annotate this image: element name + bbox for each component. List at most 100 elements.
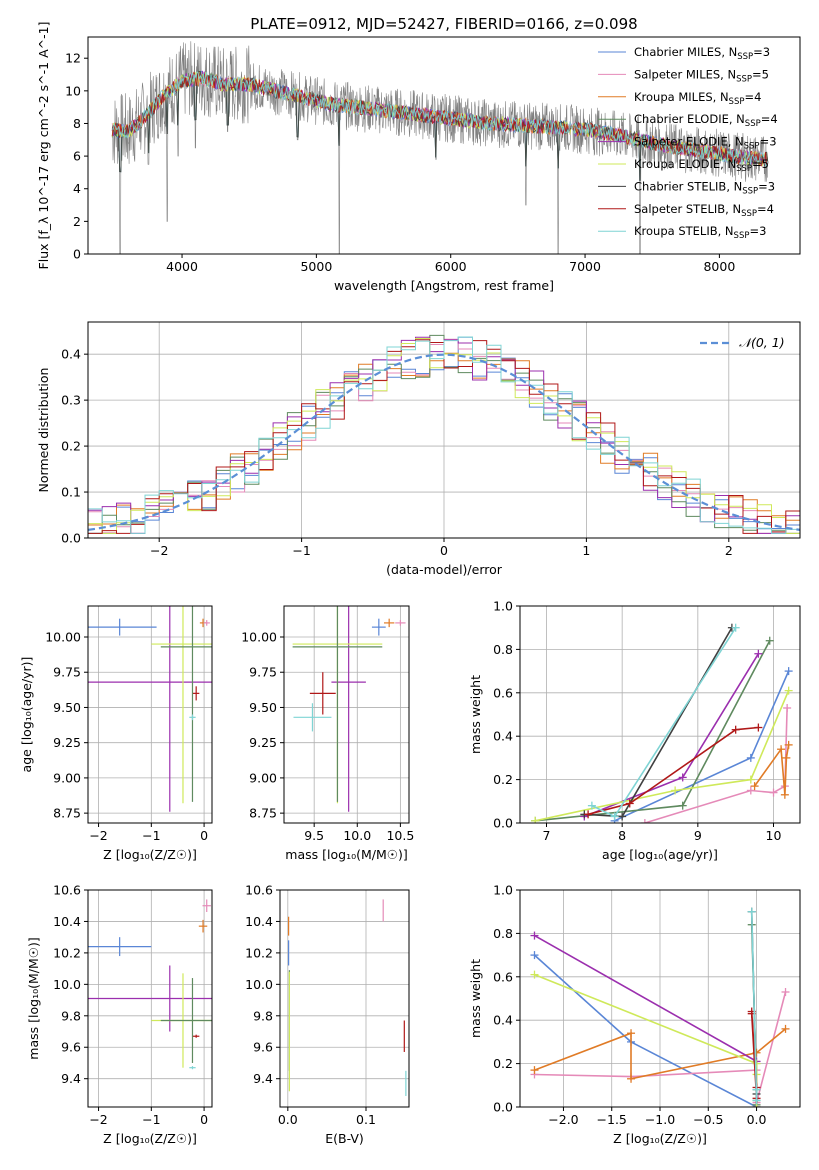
- panel-spectrum: 4000 5000 6000 7000 8000 0 2 4 6 8 10 12 wavelength …: [36, 22, 801, 293]
- y-tick-label: 9.25: [53, 735, 81, 750]
- x-tick-label: 2: [725, 543, 733, 558]
- x-tick-label: 0.0: [278, 1112, 298, 1127]
- y-axis-label: mass weight: [468, 959, 483, 1038]
- y-tick-label: 2: [73, 214, 81, 229]
- plot-area: [88, 606, 212, 812]
- x-tick-label: 5000: [300, 259, 332, 274]
- plot-area: [88, 334, 800, 534]
- y-tick-label: 9.4: [61, 1071, 81, 1086]
- x-axis-label: mass [log₁₀(M/M☉)]: [285, 847, 407, 862]
- legend-label: Salpeter ELODIE, NSSP=3: [634, 135, 777, 152]
- y-tick-label: 0.8: [493, 642, 513, 657]
- plot-area: [292, 606, 406, 812]
- panel-mass-vs-z: −2 −1 0 9.4 9.6 9.8 10.0 10.2 10.4 10.6 Z [log₁₀(Z…: [26, 883, 213, 1146]
- y-tick-label: 0.3: [61, 393, 81, 408]
- weight-line-chabrier_stelib: [584, 627, 733, 818]
- y-axis-label: mass [log₁₀(M/M☉)]: [26, 937, 41, 1059]
- y-tick-label: 9.75: [249, 665, 277, 680]
- weight-line-chabrier_miles: [533, 954, 757, 1107]
- x-axis-label: E(B-V): [325, 1131, 364, 1146]
- x-tick-label: −1.5: [597, 1112, 627, 1127]
- y-tick-label: 10.00: [241, 630, 277, 645]
- x-axis-label: age [log₁₀(age/yr)]: [602, 847, 718, 862]
- x-tick-label: 7000: [569, 259, 601, 274]
- y-tick-label: 0.8: [493, 926, 513, 941]
- plot-area: [530, 907, 790, 1107]
- model-spectrum-salpeter_stelib: [111, 71, 769, 167]
- x-tick-label: 0: [440, 543, 448, 558]
- y-tick-label: 9.50: [249, 700, 277, 715]
- weight-line-kroupa_miles: [753, 744, 790, 795]
- y-tick-label: 0.4: [493, 1013, 513, 1028]
- y-tick-label: 10.0: [245, 977, 273, 992]
- weight-line-kroupa_elodie: [534, 690, 790, 822]
- y-tick-label: 9.00: [249, 770, 277, 785]
- y-tick-label: 10.2: [245, 945, 273, 960]
- x-tick-label: −1: [142, 1112, 160, 1127]
- weight-line-salpeter_elodie: [534, 934, 758, 1107]
- y-tick-label: 0.6: [493, 969, 513, 984]
- x-tick-label: 10: [766, 828, 782, 843]
- panel-age-vs-mass: 9.5 10.0 10.5 8.75 9.00 9.25 9.50 9.75 10.00 mass…: [241, 605, 414, 862]
- axes-frame: [87, 605, 213, 824]
- x-tick-label: −1.0: [645, 1112, 675, 1127]
- x-tick-label: 1: [582, 543, 590, 558]
- axes-frame: [519, 605, 801, 824]
- x-axis-label: wavelength [Angstrom, rest frame]: [334, 278, 554, 293]
- x-tick-label: 10.5: [386, 828, 414, 843]
- y-tick-label: 0.2: [61, 439, 81, 454]
- legend-label: Chabrier STELIB, NSSP=3: [634, 179, 775, 196]
- y-tick-label: 10.6: [53, 883, 81, 898]
- x-tick-label: 0.1: [356, 1112, 376, 1127]
- y-tick-label: 9.75: [53, 665, 81, 680]
- plot-area: [88, 899, 212, 1070]
- y-axis-label: age [log₁₀(age/yr)]: [19, 657, 34, 773]
- x-axis-label: Z [log₁₀(Z/Z☉)]: [103, 847, 197, 862]
- x-tick-label: 10.0: [343, 828, 371, 843]
- y-tick-label: 10.00: [45, 630, 81, 645]
- figure-title: PLATE=0912, MJD=52427, FIBERID=0166, z=0…: [250, 15, 637, 33]
- y-tick-label: 0.2: [493, 772, 513, 787]
- x-tick-label: 0: [200, 1112, 208, 1127]
- x-axis-label: (data-model)/error: [386, 562, 503, 577]
- y-tick-label: 4: [73, 181, 81, 196]
- x-tick-label: 8000: [703, 259, 735, 274]
- legend-label: 𝒩(0, 1): [739, 335, 785, 350]
- panel-weight-vs-z: −2.0 −1.5 −1.0 −0.5 0.0 0.0 0.2 0.4 0.6 0.8 1.0 Z […: [468, 883, 801, 1146]
- weight-line-kroupa_stelib: [591, 627, 737, 818]
- axes-frame: [87, 889, 213, 1108]
- y-tick-label: 0.0: [493, 1100, 513, 1115]
- x-tick-label: −2: [150, 543, 168, 558]
- y-tick-label: 10: [65, 83, 81, 98]
- panel-age-vs-z: −2 −1 0 8.75 9.00 9.25 9.50 9.75 10.00 Z [log₁₀(Z…: [19, 605, 213, 862]
- y-axis-label: Normed distribution: [36, 368, 51, 493]
- x-tick-label: 9: [694, 828, 702, 843]
- x-tick-label: −1: [292, 543, 310, 558]
- x-tick-label: 4000: [166, 259, 198, 274]
- y-tick-label: 0.1: [61, 485, 81, 500]
- axes-frame: [87, 36, 801, 255]
- observed-spectrum-line: [111, 41, 768, 254]
- y-tick-label: 1.0: [493, 599, 513, 614]
- x-tick-label: −2: [89, 1112, 107, 1127]
- y-axis-label: mass weight: [468, 675, 483, 754]
- y-tick-label: 10.0: [53, 977, 81, 992]
- y-tick-label: 8.75: [249, 806, 277, 821]
- y-tick-label: 9.00: [53, 770, 81, 785]
- legend-label: Chabrier MILES, NSSP=3: [634, 45, 770, 62]
- y-tick-label: 0: [73, 247, 81, 262]
- y-tick-label: 9.6: [253, 1040, 273, 1055]
- x-tick-label: 6000: [435, 259, 467, 274]
- y-tick-label: 0.2: [493, 1056, 513, 1071]
- weight-line-kroupa_stelib: [750, 911, 758, 1101]
- y-tick-label: 9.8: [61, 1008, 81, 1023]
- y-tick-label: 8: [73, 116, 81, 131]
- x-tick-label: −1: [142, 828, 160, 843]
- legend-label: Chabrier ELODIE, NSSP=4: [634, 112, 778, 129]
- y-tick-label: 6: [73, 149, 81, 164]
- y-tick-label: 9.50: [53, 700, 81, 715]
- y-tick-label: 10.4: [245, 914, 273, 929]
- legend-label: Kroupa ELODIE, NSSP=5: [634, 157, 769, 174]
- x-axis-label: Z [log₁₀(Z/Z☉)]: [103, 1131, 197, 1146]
